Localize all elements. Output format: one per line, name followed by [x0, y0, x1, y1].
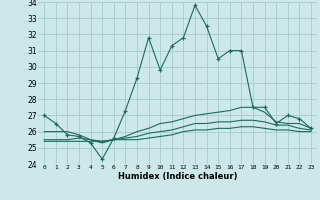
X-axis label: Humidex (Indice chaleur): Humidex (Indice chaleur) [118, 172, 237, 181]
